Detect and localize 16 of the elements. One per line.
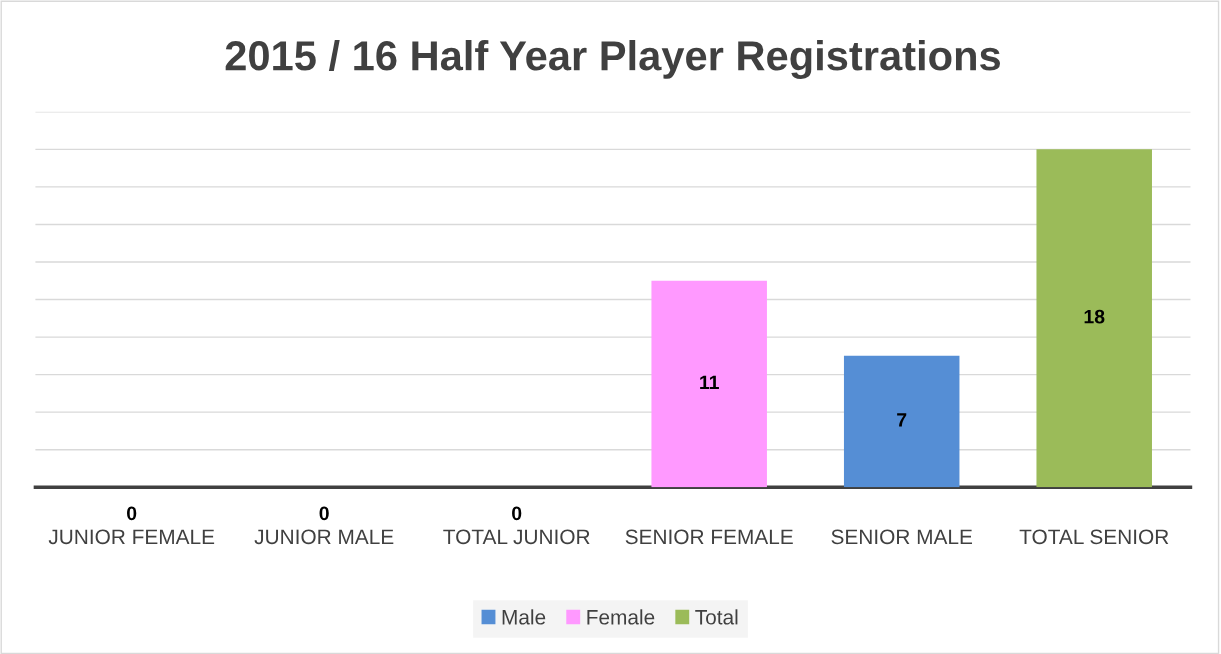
x-tick-label: SENIOR FEMALE (625, 529, 793, 545)
x-tick-label: TOTAL JUNIOR (443, 529, 590, 545)
chart-title: 2015 / 16 Half Year Player Registrations (225, 39, 1000, 79)
data-label: 0 (319, 506, 329, 521)
data-label: 7 (897, 413, 907, 427)
data-label: 18 (1084, 309, 1105, 324)
data-label: 0 (512, 506, 522, 521)
x-tick-label: JUNIOR MALE (254, 529, 394, 545)
x-tick-label: SENIOR MALE (831, 529, 973, 545)
legend-label: Female (587, 609, 655, 625)
x-tick-label: JUNIOR FEMALE (48, 529, 215, 545)
data-label: 0 (127, 506, 137, 521)
data-label: 11 (700, 375, 719, 390)
x-tick-label: TOTAL SENIOR (1019, 529, 1169, 545)
legend-label: Male (502, 609, 546, 625)
legend-label: Total (695, 609, 738, 625)
